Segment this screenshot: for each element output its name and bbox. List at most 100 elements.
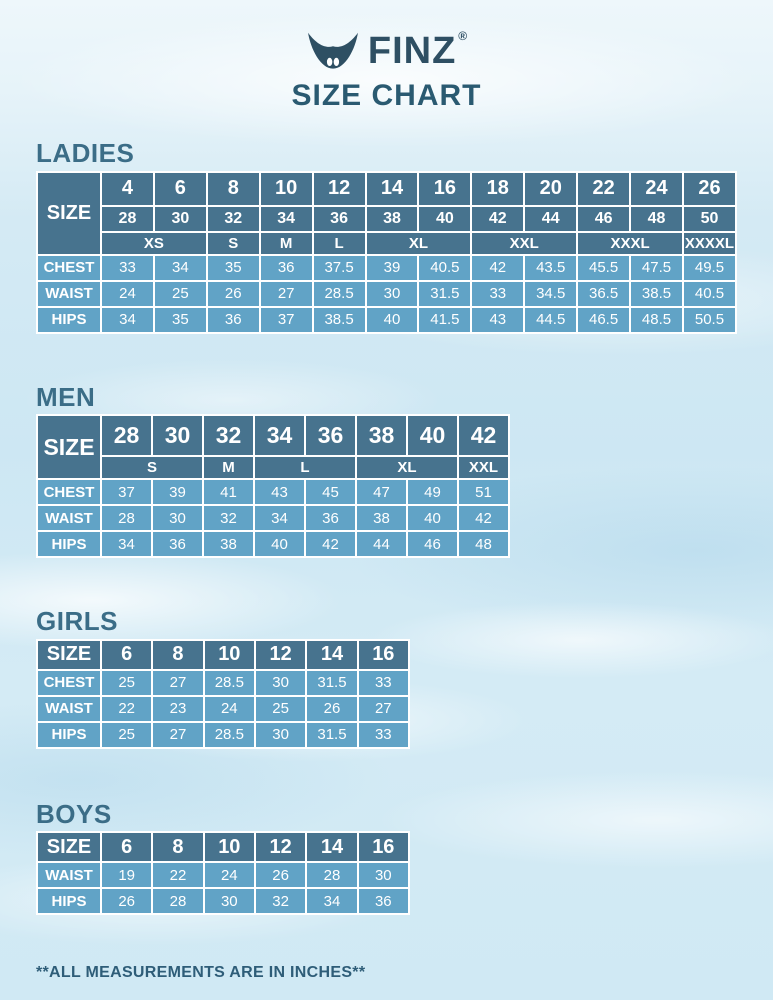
measurement-value-cell: 36 [151, 530, 204, 559]
size-value-header-cell: XXXXL [681, 230, 738, 256]
measurement-row: WAIST 28 30 32 34 36 38 40 42 [36, 504, 510, 533]
size-value-header-cell: 34 [253, 414, 306, 458]
section-title-men: MEN [36, 381, 96, 412]
measurement-value-cell: 28 [100, 504, 153, 533]
measurement-row: CHEST 25 27 28.5 30 31.5 33 [36, 668, 411, 697]
measurement-label-cell: CHEST [36, 668, 102, 697]
size-value-header-cell: 16 [356, 638, 411, 671]
measurement-value-cell: 40.5 [681, 279, 738, 308]
size-value-header-cell: 30 [151, 414, 204, 458]
measurement-value-cell: 25 [99, 720, 154, 749]
measurement-value-cell: 25 [99, 668, 154, 697]
measurement-value-cell: 23 [151, 694, 205, 723]
ladies-size-table: SIZE 4 6 8 10 12 14 16 18 20 22 24 26 28 30 32 34 36 38 40 4… [36, 170, 738, 334]
size-value-header-cell: 16 [417, 170, 473, 207]
size-value-header-cell: 6 [99, 831, 154, 864]
measurement-label-cell: CHEST [36, 478, 102, 507]
measurement-value-cell: 30 [364, 279, 420, 308]
measurement-value-cell: 26 [205, 279, 261, 308]
measurement-value-cell: 30 [253, 668, 308, 697]
measurement-value-cell: 27 [258, 279, 314, 308]
measurement-value-cell: 33 [356, 720, 411, 749]
measurement-value-cell: 31.5 [305, 720, 359, 749]
measurement-value-cell: 24 [100, 279, 155, 308]
measurement-value-cell: 34.5 [523, 279, 579, 308]
measurement-value-cell: 28.5 [311, 279, 367, 308]
measurement-row: CHEST 33 34 35 36 37.5 39 40.5 42 43.5 45.5 47.5 49.… [36, 253, 738, 282]
size-value-header-cell: 12 [311, 170, 367, 207]
measurement-value-cell: 41.5 [417, 305, 473, 334]
measurement-value-cell: 38.5 [629, 279, 684, 308]
size-header-row: SIZE 6 8 10 12 14 16 [36, 831, 411, 864]
size-header-row: XS S M L XL XXL XXXL XXXXL [37, 230, 738, 256]
size-value-header-cell: XXL [457, 455, 510, 481]
registered-trademark: ® [458, 29, 469, 43]
measurement-value-cell: 24 [202, 861, 256, 890]
measurement-value-cell: 34 [100, 530, 153, 559]
size-value-header-cell: 26 [681, 170, 738, 207]
size-header-row: 28 30 32 34 36 38 40 42 44 46 48 50 [37, 204, 738, 233]
measurement-value-cell: 46.5 [576, 305, 632, 334]
fins-icon [307, 32, 358, 69]
size-value-header-cell: 28 [100, 204, 155, 233]
measurement-value-cell: 32 [253, 887, 308, 916]
size-value-header-cell: XS [100, 230, 208, 256]
measurement-value-cell: 45 [304, 478, 357, 507]
measurement-value-cell: 38.5 [311, 305, 367, 334]
measurement-row: HIPS 25 27 28.5 30 31.5 33 [36, 720, 411, 749]
measurement-label-cell: WAIST [36, 504, 102, 533]
measurement-value-cell: 36 [205, 305, 261, 334]
size-value-header-cell: 14 [364, 170, 420, 207]
measurement-value-cell: 45.5 [576, 253, 632, 282]
page-title: SIZE CHART [291, 79, 482, 112]
size-value-header-cell: 18 [470, 170, 526, 207]
section-ladies: LADIES SIZE 4 6 8 10 12 14 16 18 20 22 24 26 28 30 32 34… [36, 139, 738, 334]
measurement-row: HIPS 34 35 36 37 38.5 40 41.5 43 44.5 46.5 48.5 50.5 [36, 305, 738, 334]
measurement-value-cell: 26 [253, 861, 308, 890]
brand-name: FINZ ® [368, 29, 469, 70]
measurement-value-cell: 25 [152, 279, 208, 308]
men-size-table: SIZE 28 30 32 34 36 38 40 42 S M L XL XXL CHEST 37 39 41 4… [36, 414, 510, 559]
brand-logo: FINZ ® [36, 27, 737, 75]
measurement-value-cell: 36 [258, 253, 314, 282]
size-value-header-cell: 38 [364, 204, 420, 233]
measurement-value-cell: 38 [355, 504, 408, 533]
size-value-header-cell: 36 [311, 204, 367, 233]
measurement-value-cell: 30 [253, 720, 308, 749]
measurement-label-cell: HIPS [36, 720, 102, 749]
measurement-value-cell: 42 [457, 504, 510, 533]
measurement-value-cell: 42 [304, 530, 357, 559]
measurement-value-cell: 34 [253, 504, 306, 533]
measurement-value-cell: 33 [356, 668, 411, 697]
size-value-header-cell: S [205, 230, 261, 256]
measurement-label-cell: HIPS [36, 305, 102, 334]
measurement-value-cell: 34 [152, 253, 208, 282]
size-value-header-cell: 14 [305, 831, 359, 864]
boys-size-table: SIZE 6 8 10 12 14 16 WAIST 19 22 24 26 28 30 HIPS 26 28 3… [36, 831, 411, 916]
size-label-cell: SIZE [36, 414, 102, 481]
measurement-value-cell: 24 [202, 694, 256, 723]
size-value-header-cell: 14 [305, 638, 359, 671]
size-value-header-cell: 36 [304, 414, 357, 458]
size-value-header-cell: 22 [576, 170, 632, 207]
size-value-header-cell: 10 [202, 638, 256, 671]
size-value-header-cell: 40 [406, 414, 459, 458]
size-value-header-cell: 10 [202, 831, 256, 864]
measurement-value-cell: 26 [99, 887, 154, 916]
measurement-value-cell: 40 [406, 504, 459, 533]
measurement-value-cell: 28.5 [202, 720, 256, 749]
measurement-value-cell: 33 [470, 279, 526, 308]
measurement-value-cell: 44 [355, 530, 408, 559]
measurement-value-cell: 27 [151, 668, 205, 697]
brand-header: FINZ ® SIZE CHART [36, 0, 737, 113]
measurement-value-cell: 27 [151, 720, 205, 749]
size-value-header-cell: 30 [152, 204, 208, 233]
measurement-value-cell: 34 [100, 305, 155, 334]
measurement-value-cell: 30 [356, 861, 411, 890]
measurement-label-cell: HIPS [36, 887, 102, 916]
size-label-cell: SIZE [36, 170, 102, 256]
measurement-value-cell: 47.5 [629, 253, 684, 282]
size-value-header-cell: M [202, 455, 255, 481]
size-value-header-cell: 20 [523, 170, 579, 207]
measurement-value-cell: 30 [151, 504, 204, 533]
